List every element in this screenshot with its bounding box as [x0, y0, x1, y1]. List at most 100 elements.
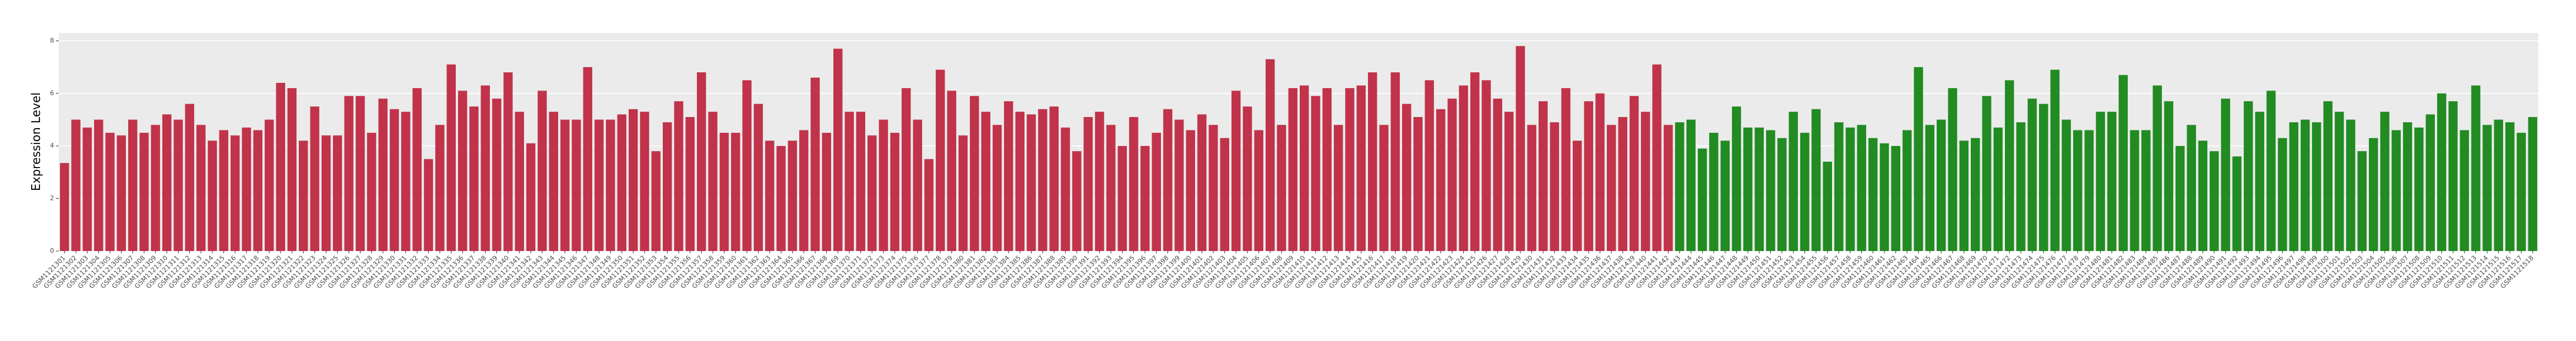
bar	[719, 132, 729, 251]
bar	[526, 143, 536, 251]
bar	[583, 67, 593, 252]
bar	[2505, 122, 2515, 251]
bar	[287, 88, 297, 251]
bar	[2095, 112, 2105, 251]
bar	[1379, 125, 1389, 251]
bar	[2073, 130, 2083, 251]
bar	[1243, 106, 1252, 251]
y-tick-label: 4	[50, 142, 54, 149]
bar	[856, 112, 866, 251]
bar	[640, 112, 649, 251]
bar	[1299, 85, 1309, 251]
bar	[742, 80, 752, 251]
bar	[321, 135, 331, 251]
bar	[936, 69, 945, 252]
bar	[1675, 122, 1684, 251]
bar	[606, 119, 615, 251]
bar	[1595, 93, 1605, 251]
bar	[2437, 93, 2447, 251]
bar	[492, 98, 502, 251]
bar	[503, 72, 513, 252]
bar	[1015, 112, 1025, 251]
bar	[299, 141, 308, 251]
bar	[822, 132, 832, 251]
bar	[2210, 151, 2219, 251]
bar	[1516, 46, 1525, 251]
bar	[1993, 127, 2003, 251]
bar	[879, 119, 888, 251]
bar	[1982, 96, 1991, 252]
bar	[765, 141, 775, 251]
bar	[674, 101, 683, 251]
bar	[1186, 130, 1196, 251]
bar	[2061, 119, 2071, 251]
bar	[2403, 122, 2413, 251]
bar	[94, 119, 104, 251]
bar	[1072, 151, 1082, 251]
bar	[1561, 88, 1571, 251]
bar	[2198, 141, 2208, 251]
bar	[1413, 117, 1423, 251]
bar	[1731, 106, 1741, 251]
bar	[1823, 162, 1833, 251]
bar	[628, 109, 638, 251]
bar	[708, 112, 718, 251]
bar	[2141, 130, 2151, 251]
bar	[1743, 127, 1753, 251]
bar	[1754, 127, 1764, 251]
bar	[1846, 127, 1855, 251]
bar	[1539, 101, 1548, 251]
bar	[2038, 103, 2048, 251]
bar	[1152, 132, 1161, 251]
y-axis-title: Expression Level	[29, 92, 43, 191]
bar	[1834, 122, 1844, 251]
bar	[1038, 109, 1047, 251]
bar	[1174, 119, 1184, 251]
bar	[2107, 112, 2117, 251]
bar	[2357, 151, 2367, 251]
bar	[2460, 130, 2470, 251]
bar	[1891, 146, 1901, 251]
bar	[1641, 112, 1650, 251]
bar	[1470, 72, 1480, 252]
bar	[2016, 122, 2026, 251]
bar	[538, 91, 547, 252]
bar	[481, 85, 490, 251]
bar	[1083, 117, 1093, 251]
bar	[355, 96, 365, 252]
bar	[1447, 98, 1457, 251]
bar	[662, 122, 672, 251]
bar	[1345, 88, 1354, 251]
bar	[333, 135, 342, 251]
bar	[696, 72, 706, 252]
bar	[231, 135, 240, 251]
bar	[1311, 96, 1320, 252]
bar	[1811, 109, 1821, 251]
bar	[2130, 130, 2140, 251]
bar	[1527, 125, 1537, 251]
bar	[105, 132, 115, 251]
bar	[515, 112, 524, 251]
bar	[833, 48, 843, 251]
bar	[59, 163, 69, 251]
bar	[1004, 101, 1013, 251]
bar	[185, 103, 195, 251]
bar	[788, 141, 798, 251]
bar	[469, 106, 479, 251]
bar	[2380, 112, 2390, 251]
bar	[1026, 114, 1036, 251]
bar	[572, 119, 581, 251]
bar	[2175, 146, 2185, 251]
bar	[1573, 141, 1582, 251]
bar	[1095, 112, 1105, 251]
bar	[2414, 127, 2424, 251]
bar	[2164, 101, 2174, 251]
bar	[71, 119, 81, 251]
bar	[730, 132, 740, 251]
bar	[412, 88, 422, 251]
bar	[1356, 85, 1366, 251]
bar	[1459, 85, 1469, 251]
bar	[1333, 125, 1343, 251]
bar	[1060, 127, 1070, 251]
